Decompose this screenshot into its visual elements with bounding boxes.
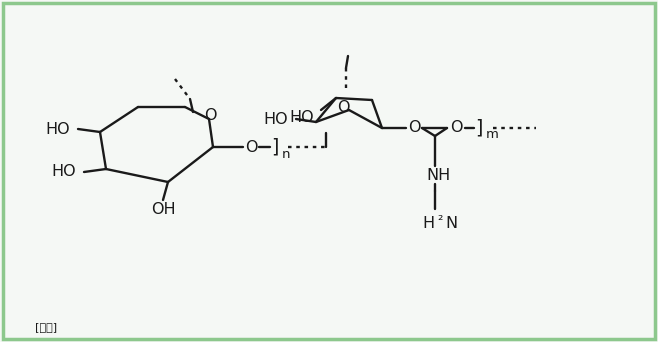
Text: N: N xyxy=(445,215,457,231)
Text: n: n xyxy=(282,147,290,160)
Text: OH: OH xyxy=(151,202,175,218)
Text: HO: HO xyxy=(263,111,288,127)
Text: HO: HO xyxy=(45,121,70,136)
Text: m: m xyxy=(486,129,499,142)
Text: ]: ] xyxy=(271,137,278,157)
Text: O: O xyxy=(337,100,349,115)
Text: HO: HO xyxy=(290,110,314,126)
Text: HO: HO xyxy=(51,165,76,180)
Text: O: O xyxy=(450,120,463,135)
Text: NH: NH xyxy=(427,169,451,184)
Text: ₂: ₂ xyxy=(437,210,442,223)
Text: ]: ] xyxy=(475,118,482,137)
Text: [订购]: [订购] xyxy=(35,322,57,332)
Text: H: H xyxy=(423,215,435,231)
Text: O: O xyxy=(408,120,420,135)
Text: O: O xyxy=(245,140,257,155)
Text: O: O xyxy=(204,107,216,122)
